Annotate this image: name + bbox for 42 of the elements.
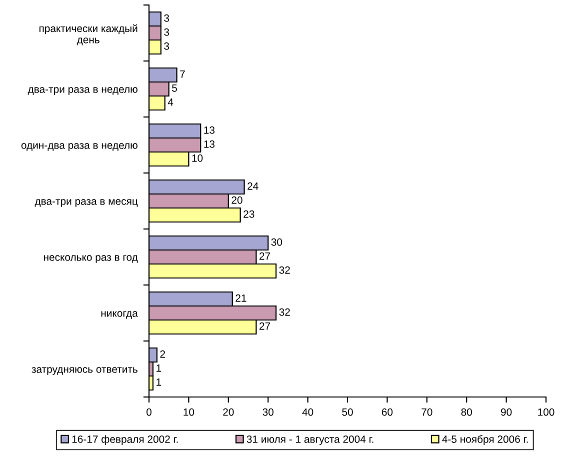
y-tick-label: практически каждый день bbox=[39, 24, 138, 46]
y-tick-label: один-два раза в неделю bbox=[21, 143, 138, 151]
data-label: 2 bbox=[160, 350, 165, 358]
data-label: 3 bbox=[164, 42, 170, 50]
x-tick-label: 90 bbox=[500, 408, 512, 416]
legend-label: 16-17 февраля 2002 г. bbox=[72, 435, 178, 445]
data-label: 10 bbox=[192, 154, 203, 162]
x-tick-label: 10 bbox=[184, 408, 194, 416]
y-tick-label: два-три раза в неделю bbox=[28, 87, 138, 95]
data-label: 3 bbox=[164, 28, 170, 36]
data-label: 1 bbox=[156, 364, 162, 372]
data-label: 21 bbox=[236, 294, 246, 302]
x-tick-label: 0 bbox=[146, 408, 152, 416]
y-tick-label: несколько раз в год bbox=[44, 255, 138, 263]
x-tick-label: 30 bbox=[262, 408, 274, 416]
legend-label: 31 июля - 1 августа 2004 г. bbox=[246, 436, 374, 445]
data-label: 20 bbox=[232, 196, 242, 204]
data-label: 7 bbox=[180, 70, 185, 78]
data-label: 30 bbox=[271, 238, 282, 246]
data-label: 3 bbox=[164, 14, 170, 22]
legend-label: 4-5 ноября 2006 г. bbox=[442, 435, 528, 445]
data-label: 24 bbox=[248, 182, 258, 190]
data-label: 27 bbox=[259, 322, 270, 330]
data-label: 1 bbox=[156, 378, 162, 386]
data-label: 13 bbox=[204, 140, 215, 148]
data-label: 23 bbox=[244, 210, 254, 218]
x-tick-label: 20 bbox=[223, 408, 234, 416]
data-label: 27 bbox=[259, 252, 270, 260]
x-tick-label: 50 bbox=[342, 408, 353, 416]
data-label: 32 bbox=[279, 266, 290, 274]
x-tick-label: 40 bbox=[302, 408, 314, 416]
data-label: 5 bbox=[172, 84, 177, 92]
y-tick-label: два-три раза в месяц bbox=[34, 199, 138, 207]
x-tick-label: 80 bbox=[461, 408, 472, 416]
x-tick-label: 70 bbox=[422, 408, 432, 416]
y-tick-label: никогда bbox=[101, 311, 138, 319]
y-tick-label: затрудняюсь ответить bbox=[32, 367, 138, 375]
x-tick-label: 100 bbox=[538, 408, 554, 416]
x-tick-label: 60 bbox=[382, 408, 393, 416]
data-label: 4 bbox=[168, 98, 174, 106]
data-label: 13 bbox=[204, 126, 215, 134]
data-label: 32 bbox=[279, 308, 290, 316]
